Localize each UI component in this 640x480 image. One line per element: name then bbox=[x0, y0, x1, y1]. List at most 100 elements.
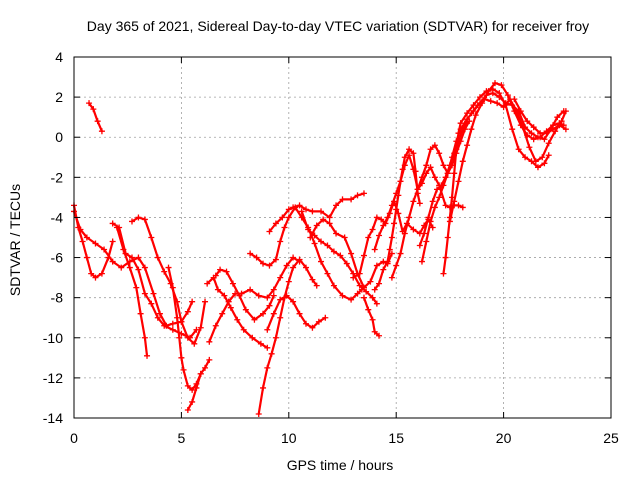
data-point bbox=[189, 298, 196, 305]
data-point bbox=[410, 226, 417, 233]
data-point bbox=[255, 292, 262, 299]
data-point bbox=[464, 116, 471, 123]
data-point bbox=[242, 306, 249, 313]
data-point bbox=[416, 200, 423, 207]
data-point bbox=[459, 204, 466, 211]
data-point bbox=[363, 288, 370, 295]
data-point bbox=[133, 284, 140, 291]
data-point bbox=[509, 126, 516, 133]
data-point bbox=[410, 150, 417, 157]
data-point bbox=[532, 158, 539, 165]
data-point bbox=[260, 260, 267, 267]
data-point bbox=[455, 202, 462, 209]
data-point bbox=[154, 314, 161, 321]
data-point bbox=[410, 166, 417, 173]
data-point bbox=[401, 162, 408, 169]
data-point bbox=[232, 290, 239, 297]
data-point bbox=[120, 246, 127, 253]
series-arc-8 bbox=[186, 358, 211, 412]
data-point bbox=[330, 282, 337, 289]
data-point bbox=[453, 146, 460, 153]
data-point bbox=[485, 88, 492, 95]
data-point bbox=[414, 186, 421, 193]
data-point bbox=[137, 310, 144, 317]
data-point bbox=[391, 198, 398, 205]
data-point bbox=[348, 196, 355, 203]
data-point bbox=[356, 270, 363, 277]
data-point bbox=[266, 302, 273, 309]
data-point bbox=[339, 292, 346, 299]
data-point bbox=[489, 90, 496, 97]
data-point bbox=[440, 162, 447, 169]
data-markers bbox=[71, 80, 569, 417]
data-point bbox=[204, 280, 211, 287]
data-point bbox=[212, 322, 219, 329]
data-point bbox=[367, 278, 374, 285]
data-point bbox=[550, 126, 557, 133]
data-point bbox=[537, 130, 544, 137]
data-point bbox=[277, 274, 284, 281]
data-point bbox=[457, 126, 464, 133]
data-point bbox=[360, 294, 367, 301]
data-point bbox=[324, 270, 331, 277]
data-point bbox=[436, 194, 443, 201]
data-point bbox=[249, 334, 256, 341]
data-point bbox=[229, 280, 236, 287]
data-point bbox=[309, 208, 316, 215]
data-point bbox=[296, 202, 303, 209]
data-point bbox=[326, 214, 333, 221]
data-point bbox=[373, 214, 380, 221]
data-point bbox=[360, 284, 367, 291]
data-point bbox=[483, 92, 490, 99]
data-point bbox=[534, 164, 541, 171]
data-point bbox=[109, 238, 116, 245]
y-tick-labels: 4 2 0 -2 -4 -6 -8 -10 -12 -14 bbox=[43, 49, 63, 426]
data-point bbox=[494, 100, 501, 107]
data-point bbox=[318, 208, 325, 215]
data-point bbox=[83, 254, 90, 261]
data-point bbox=[176, 334, 183, 341]
data-point bbox=[371, 286, 378, 293]
data-point bbox=[225, 298, 232, 305]
data-point bbox=[260, 384, 267, 391]
data-point bbox=[227, 304, 234, 311]
data-point bbox=[257, 340, 264, 347]
data-point bbox=[343, 260, 350, 267]
data-point bbox=[206, 356, 213, 363]
data-point bbox=[197, 324, 204, 331]
data-point bbox=[350, 274, 357, 281]
data-point bbox=[144, 352, 151, 359]
data-point bbox=[427, 218, 434, 225]
data-point bbox=[369, 226, 376, 233]
data-point bbox=[264, 326, 271, 333]
data-point bbox=[487, 98, 494, 105]
data-point bbox=[311, 240, 318, 247]
data-point bbox=[543, 130, 550, 137]
data-point bbox=[270, 310, 277, 317]
data-point bbox=[401, 154, 408, 161]
data-point bbox=[309, 324, 316, 331]
data-point bbox=[339, 196, 346, 203]
data-point bbox=[266, 262, 273, 269]
data-point bbox=[365, 234, 372, 241]
data-point bbox=[165, 264, 172, 271]
data-point bbox=[388, 202, 395, 209]
data-point bbox=[393, 206, 400, 213]
data-point bbox=[397, 250, 404, 257]
data-point bbox=[492, 80, 499, 87]
data-point bbox=[356, 282, 363, 289]
series-arc-14 bbox=[266, 294, 327, 331]
data-point bbox=[472, 112, 479, 119]
data-point bbox=[410, 198, 417, 205]
data-point bbox=[333, 202, 340, 209]
data-point bbox=[380, 222, 387, 229]
data-point bbox=[376, 232, 383, 239]
data-point bbox=[272, 220, 279, 227]
y-tick-label: -8 bbox=[51, 290, 64, 306]
data-point bbox=[468, 110, 475, 117]
data-point bbox=[418, 258, 425, 265]
data-point bbox=[393, 262, 400, 269]
data-point bbox=[556, 122, 563, 129]
data-point bbox=[122, 250, 129, 257]
data-point bbox=[476, 94, 483, 101]
